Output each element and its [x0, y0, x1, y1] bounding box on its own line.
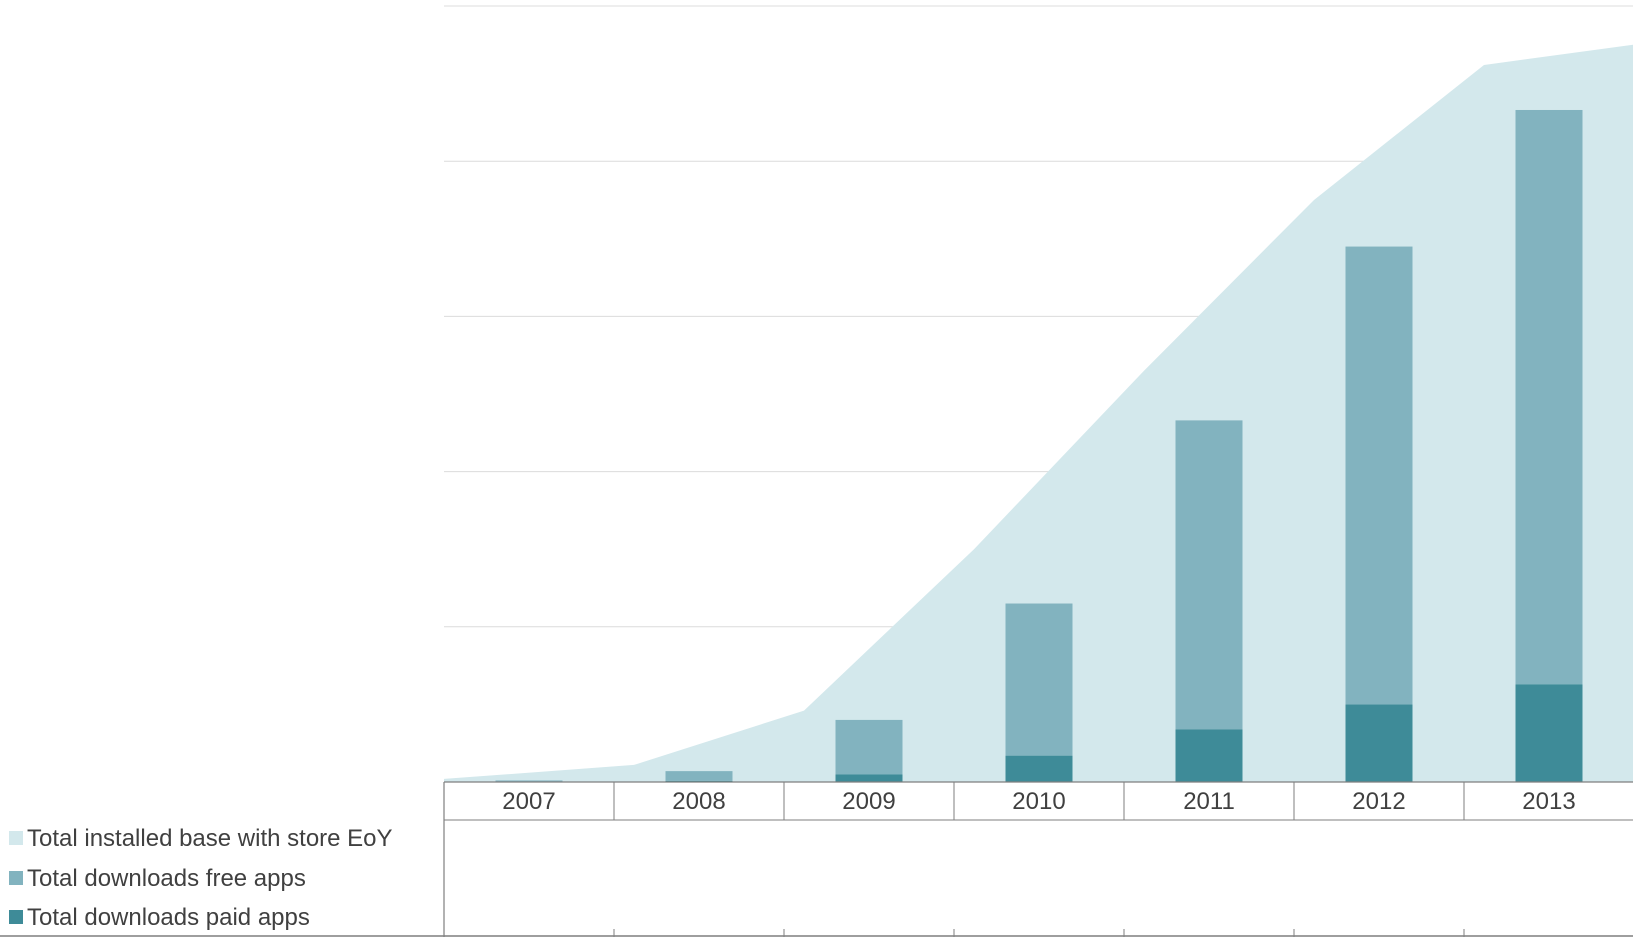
bar-series — [495, 109, 1583, 782]
legend-label-0: Total installed base with store EoY — [27, 825, 393, 852]
legend-label-1: Total downloads free apps — [27, 865, 306, 892]
bar-free-2013 — [1515, 109, 1583, 685]
x-tick-label-2012: 2012 — [1352, 788, 1405, 815]
bar-free-2009 — [835, 719, 903, 775]
bar-paid-2013 — [1515, 684, 1583, 782]
legend-swatch-1 — [9, 871, 23, 885]
x-tick-label-2011: 2011 — [1183, 788, 1235, 815]
x-tick-label-2013: 2013 — [1522, 788, 1575, 815]
legend-label-2: Total downloads paid apps — [27, 904, 310, 931]
x-tick-label-2007: 2007 — [502, 788, 555, 815]
bar-free-2007 — [495, 780, 563, 782]
area-installed-base — [444, 44, 1633, 783]
x-tick-label-2009: 2009 — [842, 788, 895, 815]
bar-free-2008 — [665, 771, 733, 781]
bar-paid-2012 — [1345, 704, 1413, 782]
legend: Total installed base with store EoY Total… — [9, 825, 393, 931]
category-table: 2007 2008 2009 2010 2011 2012 2013 — [0, 781, 1633, 937]
x-tick-label-2008: 2008 — [672, 788, 725, 815]
legend-swatch-2 — [9, 910, 23, 924]
bar-free-2010 — [1005, 603, 1073, 756]
legend-swatch-0 — [9, 831, 23, 845]
bar-free-2012 — [1345, 246, 1413, 705]
bar-free-2011 — [1175, 420, 1243, 730]
bar-paid-2011 — [1175, 729, 1243, 782]
installed-base-area — [444, 44, 1633, 783]
x-tick-label-2010: 2010 — [1012, 788, 1065, 815]
bar-paid-2009 — [835, 774, 903, 782]
bar-paid-2010 — [1005, 755, 1073, 782]
